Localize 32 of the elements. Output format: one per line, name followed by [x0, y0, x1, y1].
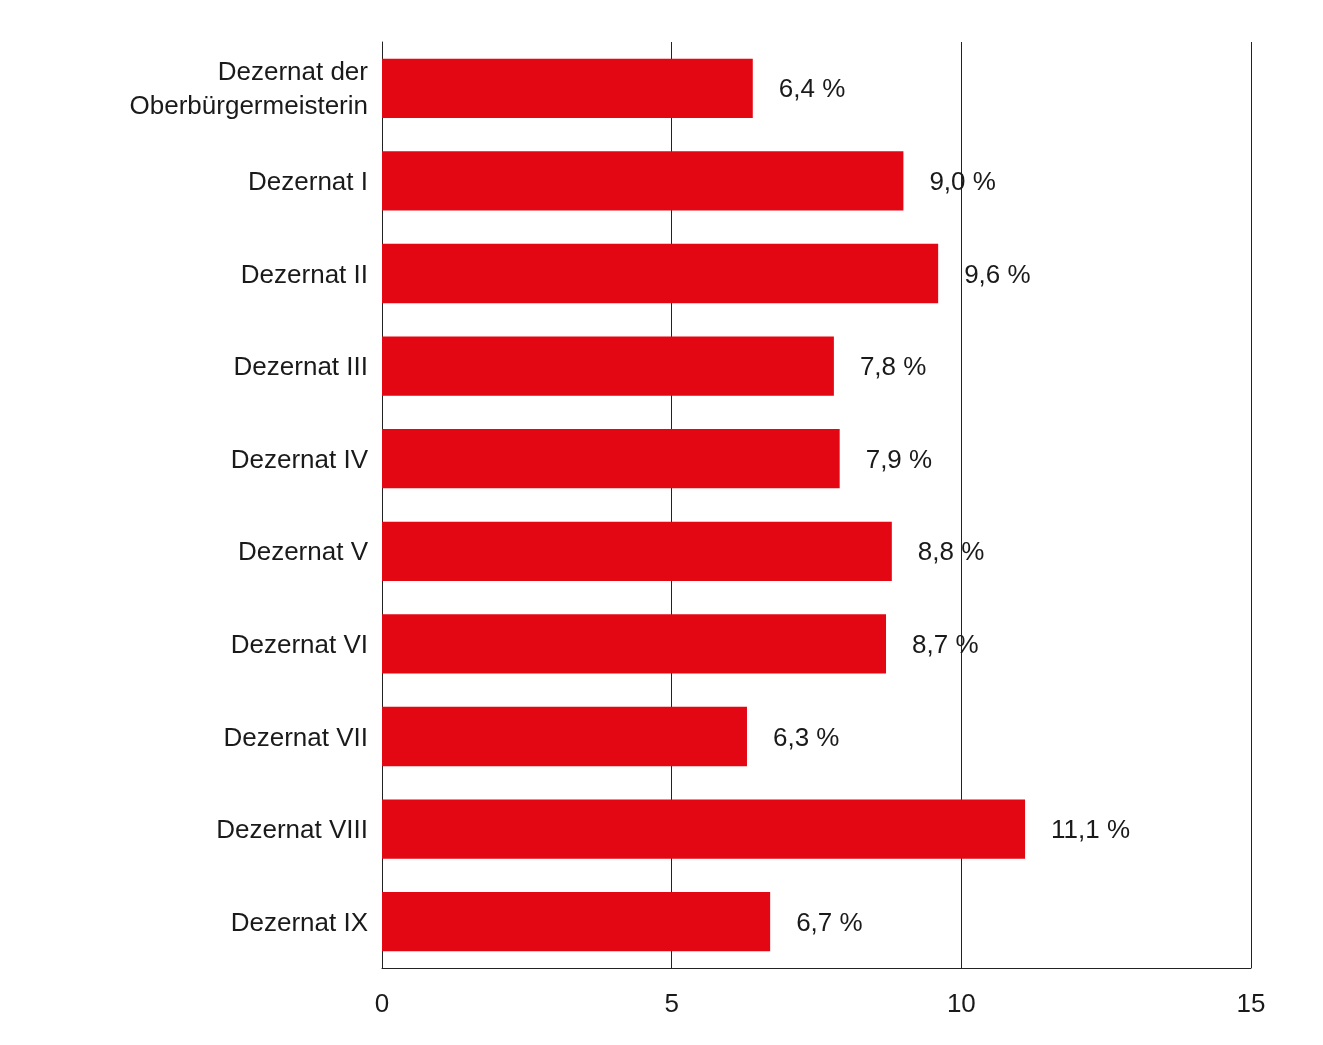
y-tick-label: Dezernat IX: [230, 906, 368, 937]
y-tick-label: Dezernat V: [237, 536, 369, 567]
x-tick-label: 10: [946, 988, 976, 1018]
bar: [382, 521, 892, 581]
data-label: 7,9 %: [865, 443, 933, 474]
y-tick-label: Dezernat IV: [230, 443, 369, 474]
y-tick-label: Dezernat VIII: [216, 814, 368, 845]
bar: [382, 614, 887, 674]
bar: [382, 336, 834, 396]
y-tick-label: Dezernat VII: [223, 721, 368, 752]
bar: [382, 58, 753, 118]
bar: [382, 892, 771, 952]
bar: [382, 151, 904, 211]
y-tick-label: Dezernat I: [248, 165, 368, 196]
y-tick-label: Dezernat III: [233, 351, 368, 382]
bar: [382, 799, 1026, 859]
bar: [382, 243, 939, 304]
bar: [382, 429, 840, 489]
bar: [382, 706, 747, 767]
data-label: 6,3 %: [772, 721, 840, 752]
x-tick-label: 15: [1236, 988, 1266, 1018]
y-tick-label: Dezernat II: [240, 258, 368, 289]
data-label: 6,4 %: [778, 73, 846, 104]
data-label: 9,6 %: [964, 258, 1031, 289]
data-label: 8,8 %: [917, 536, 985, 567]
x-tick-label: 5: [664, 988, 679, 1018]
data-label: 11,1 %: [1051, 814, 1131, 845]
y-tick-label: Dezernat der Oberbürgermeisterin: [129, 56, 369, 121]
y-tick-label: Dezernat VI: [230, 628, 368, 659]
data-label: 6,7 %: [796, 906, 863, 937]
data-label: 7,8 %: [859, 351, 927, 382]
x-tick-label: 0: [374, 988, 390, 1018]
